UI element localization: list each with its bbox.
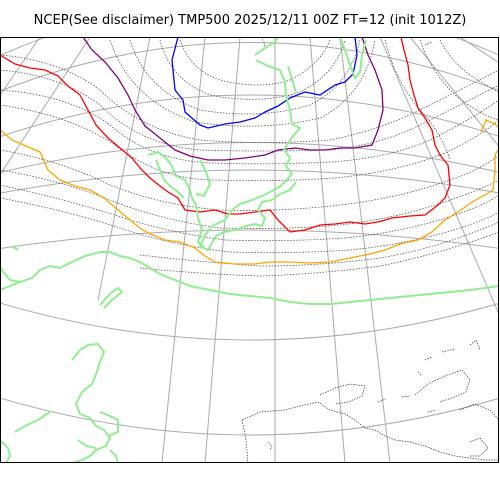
isotherms-minor	[0, 37, 499, 277]
coastline-primary	[0, 37, 499, 463]
map-frame	[0, 37, 499, 463]
graticule	[0, 37, 499, 463]
isotherm-blue	[171, 37, 358, 129]
map-title: NCEP(See disclaimer) TMP500 2025/12/11 0…	[33, 13, 467, 28]
isotherm-red	[0, 37, 451, 233]
isotherm-purple	[82, 37, 384, 161]
coastline-other	[241, 41, 499, 463]
isotherm-orange	[0, 129, 499, 265]
isotherm-orange-corner	[480, 119, 499, 133]
